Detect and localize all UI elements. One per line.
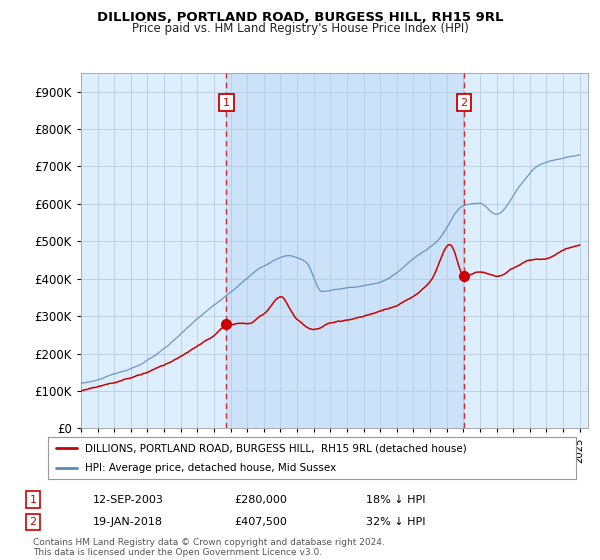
- Text: 19-JAN-2018: 19-JAN-2018: [93, 517, 163, 527]
- Text: Contains HM Land Registry data © Crown copyright and database right 2024.
This d: Contains HM Land Registry data © Crown c…: [33, 538, 385, 557]
- Text: £407,500: £407,500: [234, 517, 287, 527]
- Text: 2: 2: [461, 98, 468, 108]
- Text: HPI: Average price, detached house, Mid Sussex: HPI: Average price, detached house, Mid …: [85, 463, 336, 473]
- Text: DILLIONS, PORTLAND ROAD, BURGESS HILL, RH15 9RL: DILLIONS, PORTLAND ROAD, BURGESS HILL, R…: [97, 11, 503, 24]
- Text: 1: 1: [223, 98, 230, 108]
- Text: 2: 2: [29, 517, 37, 527]
- Text: 12-SEP-2003: 12-SEP-2003: [93, 494, 164, 505]
- Text: DILLIONS, PORTLAND ROAD, BURGESS HILL,  RH15 9RL (detached house): DILLIONS, PORTLAND ROAD, BURGESS HILL, R…: [85, 443, 467, 453]
- Text: 18% ↓ HPI: 18% ↓ HPI: [366, 494, 425, 505]
- Text: 1: 1: [29, 494, 37, 505]
- Text: £280,000: £280,000: [234, 494, 287, 505]
- Text: Price paid vs. HM Land Registry's House Price Index (HPI): Price paid vs. HM Land Registry's House …: [131, 22, 469, 35]
- Bar: [226, 73, 464, 428]
- Text: 32% ↓ HPI: 32% ↓ HPI: [366, 517, 425, 527]
